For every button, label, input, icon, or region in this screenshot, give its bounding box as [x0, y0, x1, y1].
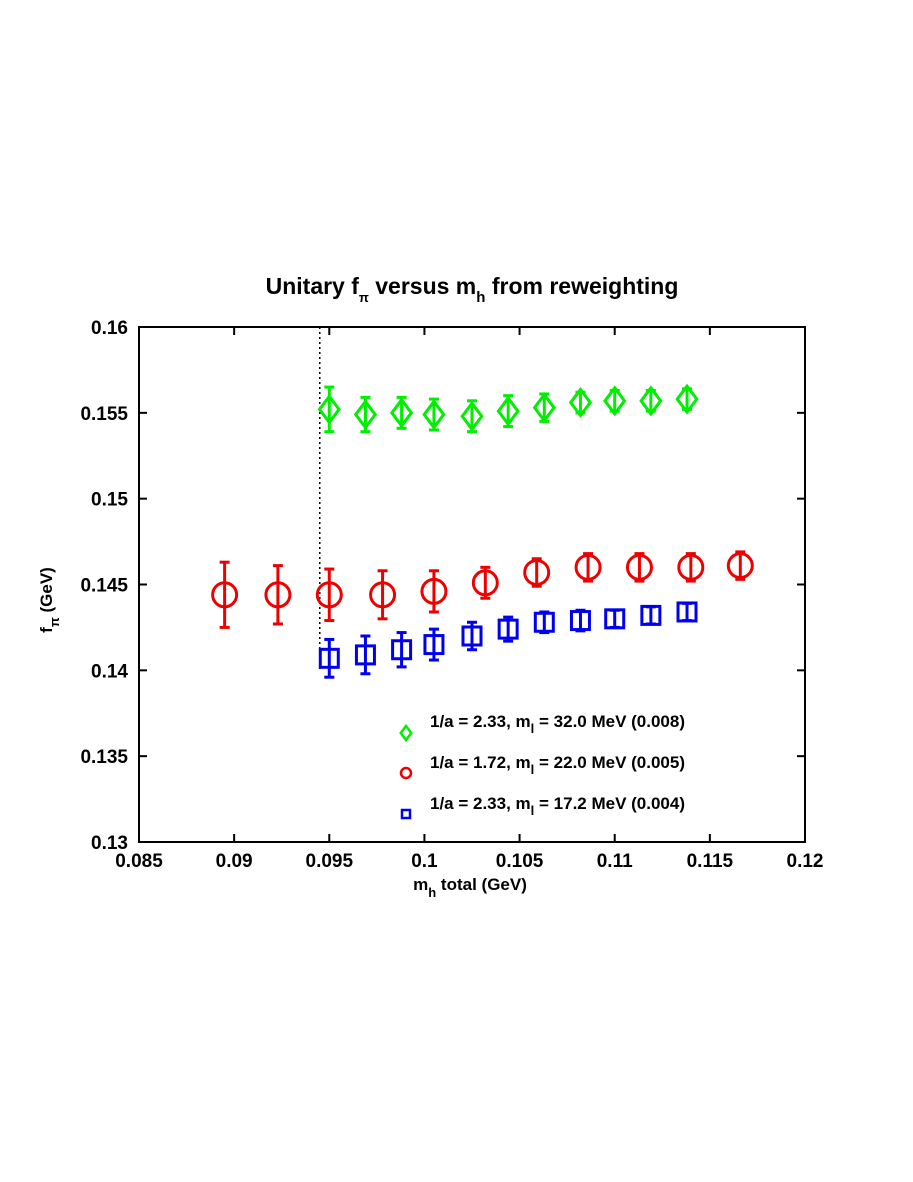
- series-layer: [211, 383, 754, 679]
- x-tick-label: 0.11: [597, 851, 633, 872]
- y-axis-label-part: (GeV): [37, 567, 56, 617]
- circle-marker: [625, 553, 653, 581]
- diamond-marker: [399, 723, 413, 743]
- legend-label: 1/a = 1.72, ml = 22.0 MeV (0.005): [430, 753, 685, 777]
- axis-ticks-layer: 0.085 0.09 0.095 0.1 0.105 0.11 0.115 0.12 0.13 0…: [80, 318, 823, 872]
- y-tick-label: 0.15: [91, 490, 128, 511]
- legend-label-part: 1/a = 2.33, m: [430, 794, 531, 813]
- y-tick-label: 0.16: [91, 318, 128, 339]
- x-tick-label: 0.095: [306, 851, 354, 872]
- square-marker: [391, 639, 413, 661]
- circle-marker: [677, 553, 705, 581]
- circle-marker: [726, 552, 754, 580]
- y-tick-label: 0.135: [80, 747, 128, 768]
- legend-label-part: 1/a = 1.72, m: [430, 753, 531, 772]
- legend-label-part: 1/a = 2.33, m: [430, 712, 531, 731]
- x-tick-label: 0.115: [687, 851, 734, 872]
- diamond-marker: [603, 385, 627, 417]
- x-axis-label-subscript: h: [428, 885, 436, 900]
- diamond-marker: [639, 385, 663, 417]
- x-tick-label: 0.12: [787, 851, 824, 872]
- square-marker: [640, 604, 662, 626]
- chart-title: Unitary fπ versus mh from reweighting: [266, 273, 679, 306]
- square-marker: [497, 618, 519, 640]
- square-marker: [569, 610, 591, 632]
- legend-label-subscript: l: [531, 803, 535, 818]
- circle-marker: [315, 581, 343, 609]
- diamond-marker: [496, 395, 520, 427]
- circle-marker: [523, 558, 551, 586]
- chart-title-part: versus m: [369, 273, 476, 299]
- circle-marker: [420, 577, 448, 605]
- y-tick-label: 0.155: [80, 404, 128, 425]
- data-series: [317, 383, 699, 434]
- chart-title-subscript: π: [359, 290, 369, 305]
- y-tick-label: 0.13: [91, 833, 128, 854]
- legend-label: 1/a = 2.33, ml = 32.0 MeV (0.008): [430, 712, 685, 736]
- y-axis-label: fπ (GeV): [37, 567, 62, 633]
- diamond-marker: [568, 387, 593, 419]
- diamond-marker: [675, 383, 699, 415]
- x-axis-label: mh total (GeV): [413, 875, 527, 900]
- y-tick-label: 0.145: [80, 576, 128, 597]
- data-series: [211, 550, 754, 629]
- circle-marker: [399, 766, 413, 780]
- chart-title-part: Unitary f: [266, 273, 360, 299]
- diamond-marker: [460, 400, 484, 432]
- x-tick-label: 0.1: [411, 851, 438, 872]
- square-marker: [676, 601, 698, 623]
- circle-marker: [471, 569, 499, 597]
- square-marker: [400, 808, 412, 820]
- square-marker: [354, 644, 376, 666]
- x-axis-label-part: m: [413, 875, 428, 894]
- y-axis-label-part: f: [37, 627, 56, 633]
- chart-title-subscript: h: [476, 289, 485, 306]
- diamond-marker: [422, 399, 446, 431]
- diamond-marker: [317, 393, 341, 425]
- diamond-marker: [532, 392, 556, 424]
- square-marker: [318, 647, 340, 669]
- x-tick-label: 0.09: [216, 851, 253, 872]
- circle-marker: [369, 581, 397, 609]
- legend-label-part: = 32.0 MeV (0.008): [534, 712, 685, 731]
- x-tick-label: 0.085: [115, 851, 163, 872]
- legend: 1/a = 2.33, ml = 32.0 MeV (0.008) 1/a = …: [399, 712, 685, 820]
- legend-label-subscript: l: [531, 721, 535, 736]
- square-marker: [461, 625, 483, 647]
- square-marker: [604, 608, 626, 630]
- legend-label-subscript: l: [531, 762, 535, 777]
- diamond-marker: [389, 397, 414, 429]
- square-marker: [533, 611, 555, 633]
- legend-label-part: = 22.0 MeV (0.005): [534, 753, 685, 772]
- legend-label: 1/a = 2.33, ml = 17.2 MeV (0.004): [430, 794, 685, 818]
- diamond-marker: [353, 399, 378, 431]
- circle-marker: [211, 581, 239, 609]
- square-marker: [423, 634, 445, 656]
- x-axis-label-part: total (GeV): [436, 875, 527, 894]
- legend-label-part: = 17.2 MeV (0.004): [534, 794, 685, 813]
- circle-marker: [574, 553, 602, 581]
- legend-markers: [399, 723, 413, 820]
- x-tick-label: 0.105: [496, 851, 544, 872]
- y-axis-label-subscript: π: [47, 617, 62, 627]
- circle-marker: [264, 581, 292, 609]
- data-series: [318, 601, 698, 679]
- y-tick-label: 0.14: [91, 661, 128, 682]
- chart-title-part: from reweighting: [485, 273, 678, 299]
